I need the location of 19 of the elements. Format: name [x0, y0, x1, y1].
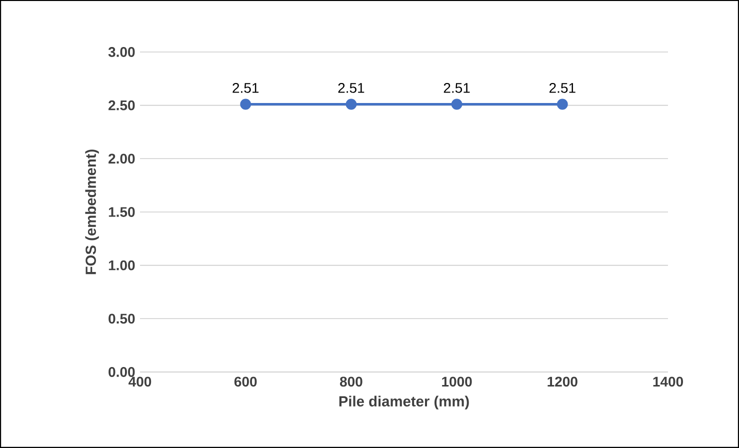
- data-label: 2.51: [549, 82, 576, 93]
- data-label: 2.51: [444, 82, 470, 93]
- x-tick-label: 400: [128, 376, 152, 387]
- y-tick-label: 2.00: [108, 154, 135, 164]
- x-tick-label: 1400: [653, 376, 683, 387]
- x-tick-label: 1200: [548, 376, 578, 387]
- x-axis-title: Pile diameter (mm): [339, 396, 469, 410]
- y-tick-label: 3.00: [108, 47, 135, 57]
- y-tick-label: 2.50: [108, 100, 135, 110]
- data-label: 2.51: [232, 82, 259, 93]
- x-tick-label: 600: [234, 376, 257, 387]
- y-tick-label: 0.50: [108, 314, 135, 324]
- y-tick-label: 1.50: [108, 207, 135, 217]
- data-label: 2.51: [338, 82, 364, 93]
- y-tick-label: 0.00: [108, 367, 135, 377]
- y-axis-title: FOS (embedment): [85, 150, 99, 274]
- x-tick-label: 800: [340, 376, 362, 387]
- y-tick-label: 1.00: [108, 260, 135, 270]
- x-tick-label: 1000: [442, 376, 472, 387]
